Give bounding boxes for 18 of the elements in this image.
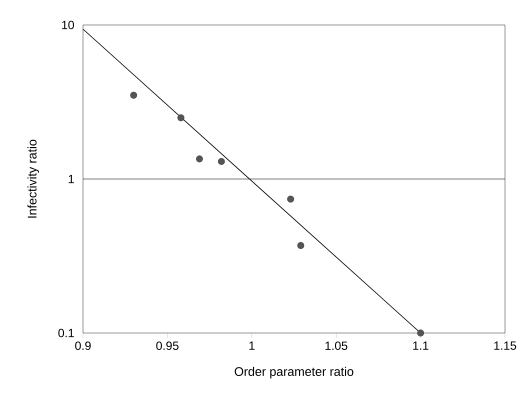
y-tick-label: 1 [68,174,74,184]
point [417,330,424,337]
point [287,196,294,203]
x-tick-label: 1 [249,341,255,350]
x-tick-label: 0.95 [156,341,179,350]
point [218,158,225,165]
point [196,155,203,162]
point [297,242,304,249]
point [130,92,138,99]
x-tick-label: 1.15 [494,341,516,350]
point [177,114,184,122]
x-tick-label: 1.1 [413,341,428,350]
x-tick-label: 1.05 [325,341,348,350]
y-tick-label: 10 [62,20,74,30]
y-axis-title: Infectivity ratio [27,140,40,218]
x-axis-title: Order parameter ratio [234,366,354,378]
y-tick-label: 0.1 [58,328,74,338]
x-tick-label: 0.9 [75,341,91,350]
